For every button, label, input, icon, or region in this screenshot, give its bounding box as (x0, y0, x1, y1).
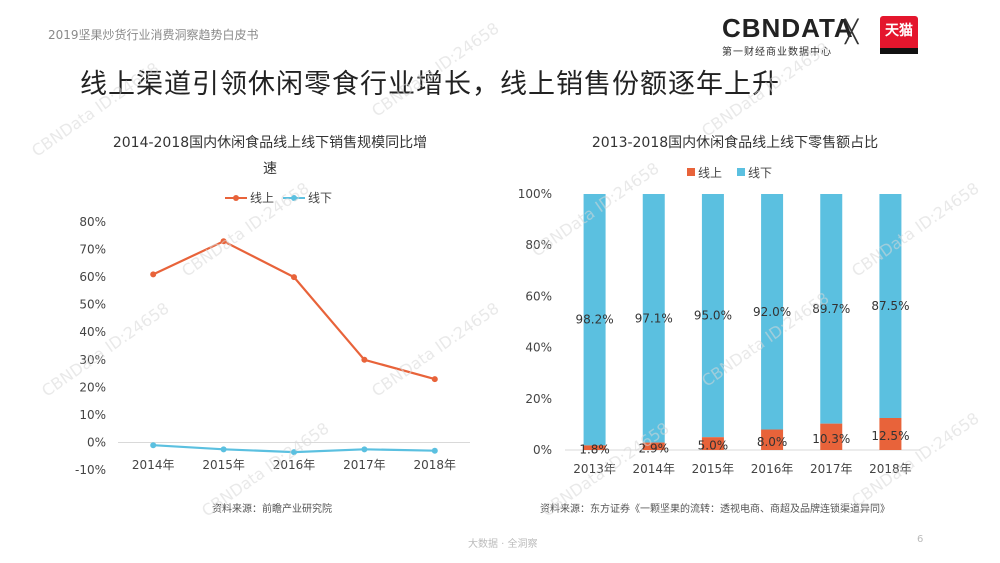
bar-offline-label: 98.2% (576, 313, 614, 327)
line-chart-ytick-label: 0% (87, 435, 106, 449)
line-chart-ytick-label: 30% (79, 353, 106, 367)
line-point-online (361, 356, 368, 363)
bar-offline-label: 95.0% (694, 309, 732, 323)
bar-offline-label: 87.5% (871, 299, 909, 313)
page-title: 线上渠道引领休闲零食行业增长，线上销售份额逐年上升 (80, 69, 780, 100)
line-point-online (431, 376, 438, 383)
bar-legend-swatch (737, 168, 745, 176)
bar-online-label: 8.0% (757, 435, 788, 449)
line-chart-xtick-label: 2015年 (202, 458, 245, 472)
bar-offline (642, 194, 665, 443)
line-point-offline (220, 446, 227, 453)
cross-icon: ╳ (845, 20, 859, 45)
logo-wordmark: CBNDATA (722, 13, 854, 43)
line-chart-title-line1: 2014-2018国内休闲食品线上线下销售规模同比增 (112, 135, 428, 151)
bar-online (642, 442, 665, 450)
bar-chart-ytick-label: 0% (533, 443, 552, 457)
bar-chart-ytick-label: 60% (525, 289, 552, 303)
bar-online (820, 423, 843, 450)
bar-online-label: 1.8% (579, 443, 610, 457)
bar-offline (879, 194, 902, 418)
line-chart-xtick-label: 2016年 (273, 458, 316, 472)
line-point-offline (431, 447, 438, 454)
bar-offline (701, 194, 724, 438)
line-chart-ytick-label: 80% (79, 215, 106, 229)
line-chart-title: 2014-2018国内休闲食品线上线下销售规模同比增 速 (100, 130, 440, 182)
tmall-logo: 天猫 (880, 16, 918, 52)
line-chart-xtick-label: 2017年 (343, 458, 386, 472)
bar-offline-label: 92.0% (753, 305, 791, 319)
bar-legend-label: 线下 (748, 166, 772, 180)
cbndata-logo: CBNDATA 第一财经商业数据中心 (722, 13, 854, 58)
bar-offline-label: 89.7% (812, 302, 850, 316)
line-legend-label: 线下 (308, 191, 332, 205)
bar-chart-title: 2013-2018国内休闲食品线上线下零售额占比 (591, 135, 879, 151)
line-chart-title-line2: 速 (263, 161, 277, 177)
bar-offline (761, 194, 784, 430)
bar-legend-label: 线上 (698, 166, 722, 180)
bar-legend-swatch (687, 168, 695, 176)
line-point-offline (150, 442, 157, 449)
bar-chart-ytick-label: 100% (518, 187, 552, 201)
bar-offline (820, 194, 843, 424)
line-point-offline (291, 449, 297, 456)
line-chart-xtick-label: 2018年 (414, 458, 457, 472)
report-subtitle: 2019坚果炒货行业消费洞察趋势白皮书 (48, 28, 259, 42)
line-chart-ytick-label: 10% (79, 408, 106, 422)
bar-chart-source: 资料来源：东方证券《一颗坚果的流转：透视电商、商超及品牌连锁渠道异同》 (540, 504, 890, 515)
bar-chart-ytick-label: 80% (525, 238, 552, 252)
bar-chart-xtick-label: 2017年 (810, 462, 853, 476)
line-point-online (150, 271, 157, 278)
line-chart-ytick-label: 70% (79, 243, 106, 257)
line-point-online (291, 274, 297, 281)
bar-online (701, 437, 724, 450)
bar-chart-ytick-label: 40% (525, 341, 552, 355)
bar-online (583, 445, 606, 450)
bar-offline (583, 194, 606, 446)
line-chart-xtick-label: 2014年 (132, 458, 175, 472)
line-legend-marker (233, 195, 239, 201)
line-point-online (220, 238, 227, 245)
line-chart-ytick-label: 60% (79, 270, 106, 284)
line-series-online (152, 240, 436, 381)
bar-chart-xtick-label: 2018年 (869, 462, 912, 476)
line-chart-ytick-label: -10% (75, 463, 106, 477)
bar-chart-xtick-label: 2013年 (573, 462, 616, 476)
bar-chart-xtick-label: 2016年 (751, 462, 794, 476)
line-chart-ytick-label: 20% (79, 380, 106, 394)
tmall-logo-base (880, 48, 918, 54)
logo-tagline: 第一财经商业数据中心 (722, 47, 832, 58)
line-legend-marker (291, 195, 297, 201)
bar-offline-label: 97.1% (635, 311, 673, 325)
bar-chart-xtick-label: 2014年 (632, 462, 675, 476)
bar-chart-ytick-label: 20% (525, 392, 552, 406)
page-number: 6 (917, 534, 924, 545)
line-chart-ytick-label: 50% (79, 298, 106, 312)
bar-online-label: 2.9% (639, 441, 670, 455)
bar-online (879, 418, 902, 450)
bar-chart-xtick-label: 2015年 (692, 462, 735, 476)
bar-online-label: 12.5% (871, 429, 909, 443)
footer-slogan: 大数据 · 全洞察 (468, 539, 538, 550)
bar-online-label: 10.3% (812, 432, 850, 446)
bar-online (761, 429, 784, 450)
line-point-offline (361, 446, 368, 453)
line-legend-label: 线上 (250, 191, 274, 205)
bar-online-label: 5.0% (698, 439, 729, 453)
line-chart-ytick-label: 40% (79, 325, 106, 339)
line-chart-source: 资料来源：前瞻产业研究院 (212, 504, 332, 515)
